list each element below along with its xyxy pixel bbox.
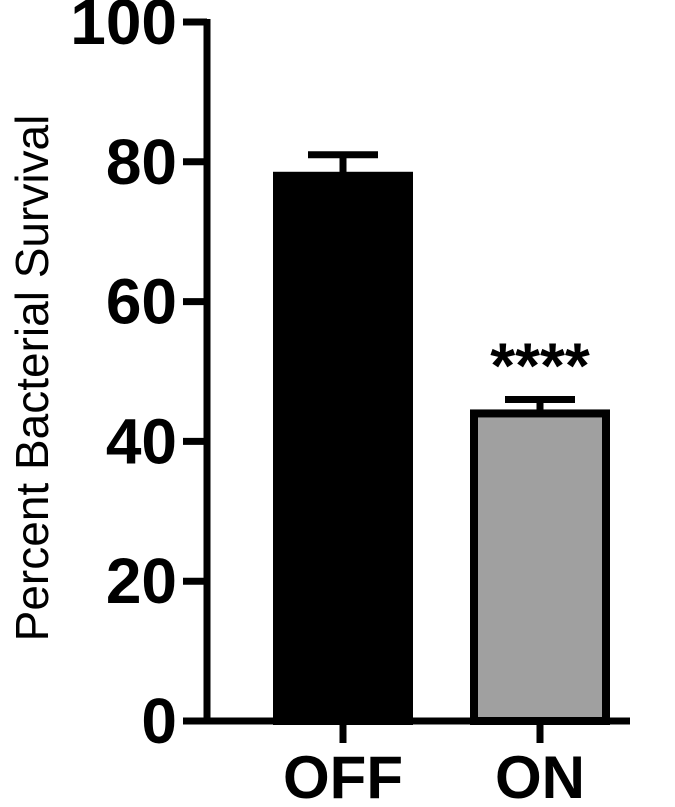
y-tick-label: 100 <box>70 0 177 58</box>
y-tick-label: 40 <box>106 405 177 477</box>
y-tick-label: 60 <box>106 266 177 338</box>
axes-layer <box>203 19 630 725</box>
x-tick-label-off: OFF <box>283 744 403 807</box>
y-ticks-layer: 0 20 40 60 80 100 <box>70 0 207 757</box>
significance-layer: **** <box>490 329 590 401</box>
bars-layer <box>273 171 610 725</box>
significance-marker: **** <box>490 329 590 401</box>
y-tick-label: 0 <box>141 685 177 757</box>
y-axis-label: Percent Bacterial Survival <box>6 115 58 642</box>
bar-on <box>470 409 610 725</box>
bar-off <box>273 171 413 725</box>
y-tick-label: 80 <box>106 126 177 198</box>
x-ticks-layer: OFF ON <box>283 721 585 807</box>
y-tick-label: 20 <box>106 545 177 617</box>
x-tick-label-on: ON <box>495 744 585 807</box>
error-bars-layer <box>308 151 575 414</box>
